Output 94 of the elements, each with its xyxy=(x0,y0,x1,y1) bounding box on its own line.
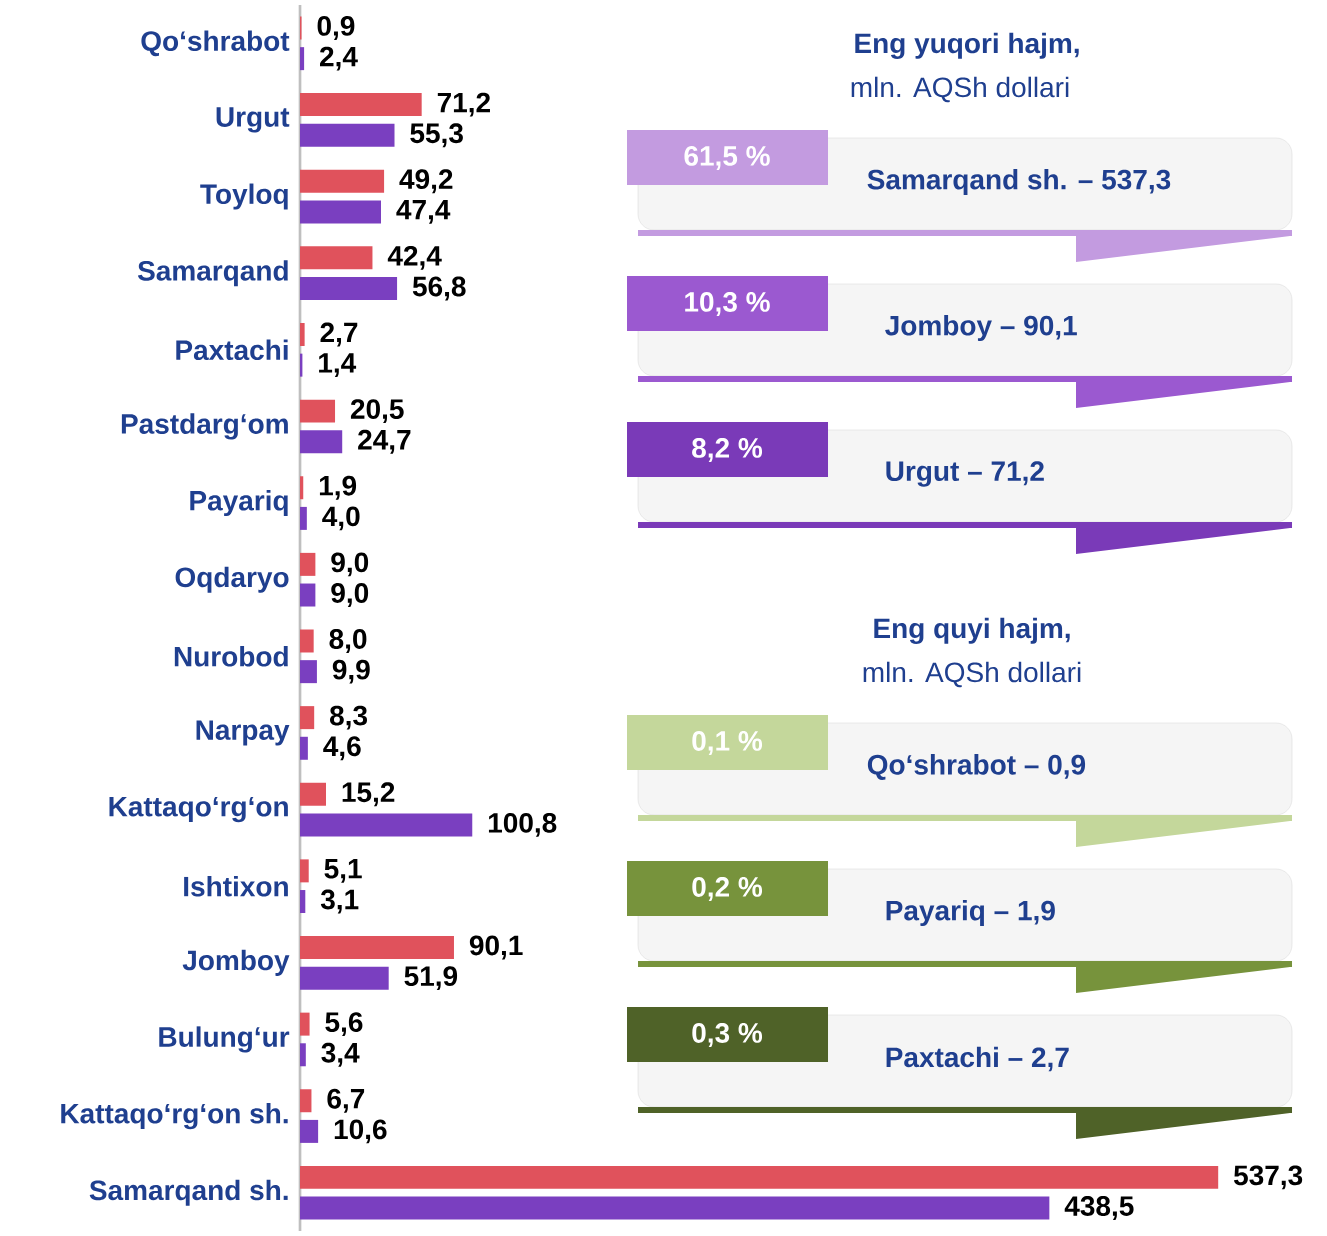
data-label: 5,1 xyxy=(324,859,362,883)
data-label: 438,5 xyxy=(1064,1196,1134,1220)
y-tick-label: Kattaqo‘rg‘on sh. xyxy=(61,1102,288,1130)
bar xyxy=(300,966,389,990)
bar xyxy=(300,782,326,806)
data-label: 2,4 xyxy=(320,46,358,71)
y-tick-label: Oqdaryo xyxy=(175,566,289,593)
y-tick-label: Nurobod xyxy=(174,646,288,667)
annotation: Qo‘shrabot – 0,9 xyxy=(867,754,1086,780)
annotation: Eng quyi hajm, xyxy=(874,617,1070,644)
bar xyxy=(300,169,385,193)
bar xyxy=(300,399,336,423)
bar xyxy=(300,200,381,224)
data-label: 24,7 xyxy=(358,429,411,454)
bar xyxy=(300,1089,312,1113)
annotation: Jomboy – 90,1 xyxy=(885,314,1077,342)
bar xyxy=(300,323,305,346)
data-label: 100,8 xyxy=(488,812,557,837)
bar xyxy=(300,1196,1050,1220)
data-label: 15,2 xyxy=(342,782,395,807)
data-label: 42,4 xyxy=(387,245,442,270)
data-label: 90,1 xyxy=(469,935,523,960)
y-tick-label: Kattaqo‘rg‘on xyxy=(109,796,288,823)
data-label: 1,4 xyxy=(319,353,357,377)
bar xyxy=(300,47,305,71)
y-tick-label: Paxtachi xyxy=(176,339,288,361)
data-label: 9,0 xyxy=(331,583,369,607)
bar xyxy=(300,583,316,607)
data-label: 49,2 xyxy=(399,169,453,194)
bar xyxy=(300,890,306,914)
y-tick-label: Samarqand sh. xyxy=(89,1179,288,1206)
bar xyxy=(300,813,473,837)
annotation: mln. AQSh dollari xyxy=(851,76,1069,103)
data-label: 5,6 xyxy=(325,1012,363,1037)
bar xyxy=(300,1043,306,1067)
y-tick-label: Jomboy xyxy=(182,949,290,976)
bar xyxy=(300,430,343,454)
annotation: 0,1 % xyxy=(692,731,763,755)
bar xyxy=(300,859,309,883)
data-label: 10,6 xyxy=(334,1119,387,1144)
annotation: 0,2 % xyxy=(692,877,763,901)
data-label: 71,2 xyxy=(437,92,490,117)
y-tick-label: Urgut xyxy=(216,107,290,133)
bar xyxy=(300,1119,319,1143)
annotation: 8,2 % xyxy=(692,438,763,462)
y-tick-label: Ishtixon xyxy=(184,875,288,897)
annotation: 0,3 % xyxy=(692,1023,763,1047)
annotation: Samarqand sh. – 537,3 xyxy=(867,168,1171,196)
data-label: 537,3 xyxy=(1233,1165,1303,1190)
bar xyxy=(300,629,314,653)
annotation: Payariq – 1,9 xyxy=(886,899,1055,927)
data-label: 51,9 xyxy=(404,966,458,991)
bar xyxy=(300,1012,310,1036)
bar xyxy=(300,552,316,576)
data-label: 6,7 xyxy=(327,1088,365,1113)
data-label: 2,7 xyxy=(320,322,358,347)
data-label: 20,5 xyxy=(350,399,404,424)
bar xyxy=(300,277,398,301)
data-label: 8,3 xyxy=(330,705,368,730)
bar xyxy=(300,476,304,500)
data-label: 55,3 xyxy=(410,123,463,148)
bar xyxy=(300,246,373,270)
annotation: Urgut – 71,2 xyxy=(886,461,1044,487)
bar xyxy=(300,1165,1219,1189)
y-tick-label: Pastdarg‘om xyxy=(121,413,288,440)
annotation: Eng yuqori hajm, xyxy=(855,32,1079,59)
bar xyxy=(300,660,317,684)
y-tick-label: Payariq xyxy=(190,490,288,517)
data-label: 8,0 xyxy=(329,629,367,653)
data-label: 9,0 xyxy=(331,552,369,577)
data-label: 3,1 xyxy=(320,889,359,914)
data-label: 4,6 xyxy=(323,736,361,761)
y-tick-label: Samarqand xyxy=(137,260,288,287)
data-label: 4,0 xyxy=(322,506,360,531)
y-tick-label: Bulung‘ur xyxy=(159,1026,290,1053)
bar xyxy=(300,706,315,730)
y-tick-label: Narpay xyxy=(196,720,290,746)
data-label: 56,8 xyxy=(412,276,466,301)
data-label: 9,9 xyxy=(332,659,370,684)
data-label: 1,9 xyxy=(319,475,357,500)
data-label: 47,4 xyxy=(396,200,451,224)
bar xyxy=(300,93,422,117)
bar xyxy=(300,506,307,530)
bar xyxy=(300,736,308,760)
bar xyxy=(300,936,454,959)
y-tick-label: Qo‘shrabot xyxy=(141,30,290,57)
annotation: mln. AQSh dollari xyxy=(863,661,1081,688)
annotation: Paxtachi – 2,7 xyxy=(886,1046,1069,1072)
y-tick-label: Toyloq xyxy=(200,183,288,210)
bar xyxy=(300,123,395,147)
annotation: 10,3 % xyxy=(685,292,770,316)
data-label: 0,9 xyxy=(317,16,355,40)
annotation: 61,5 % xyxy=(684,146,770,170)
data-label: 3,4 xyxy=(321,1042,360,1067)
